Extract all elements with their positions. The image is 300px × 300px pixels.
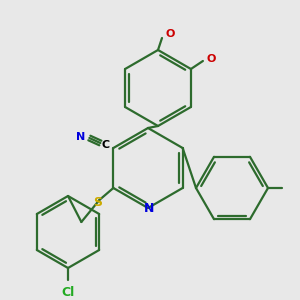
Text: C: C [101,140,110,150]
Text: O: O [165,29,174,39]
Text: O: O [207,54,216,64]
Text: N: N [76,132,86,142]
Text: Cl: Cl [61,286,75,299]
Text: S: S [93,196,102,208]
Text: N: N [144,202,154,214]
